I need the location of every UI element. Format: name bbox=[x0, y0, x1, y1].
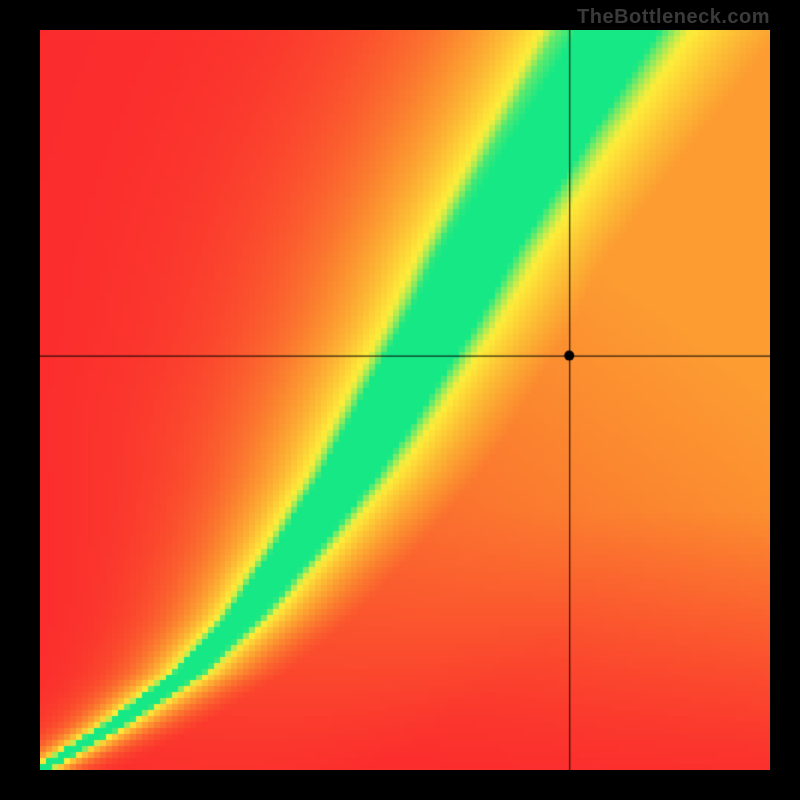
chart-container: { "watermark": { "text": "TheBottleneck.… bbox=[0, 0, 800, 800]
watermark-text: TheBottleneck.com bbox=[577, 6, 770, 29]
heatmap-plot bbox=[40, 30, 770, 770]
heatmap-canvas bbox=[40, 30, 770, 770]
